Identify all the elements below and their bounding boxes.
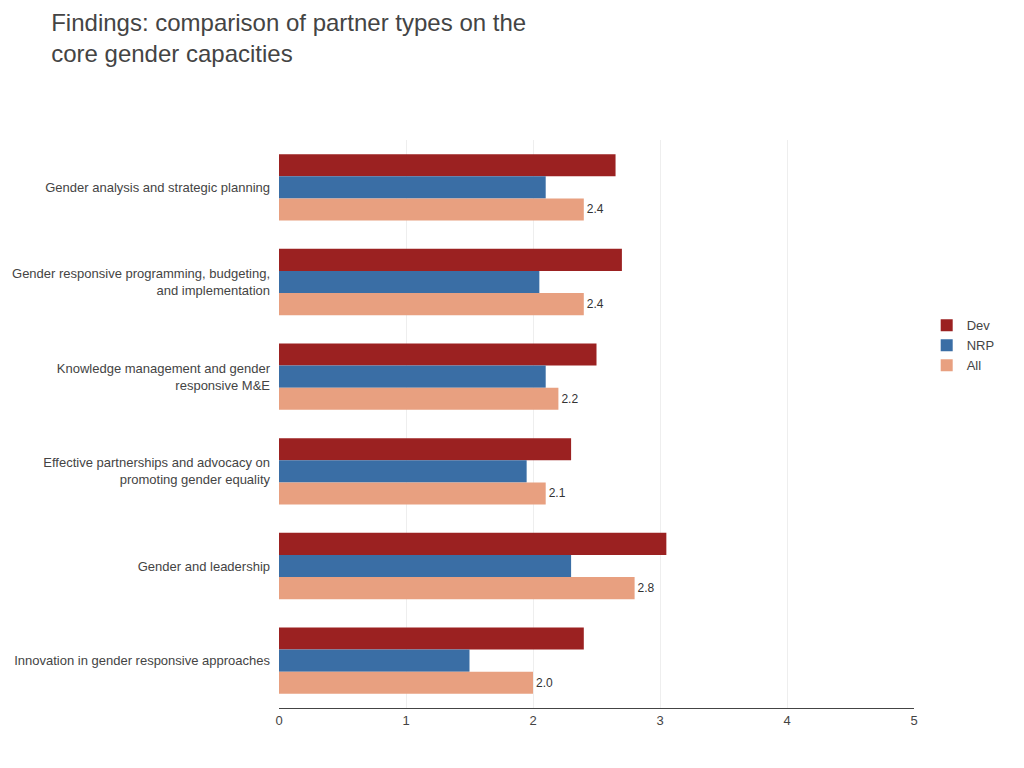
svg-text:1: 1	[402, 713, 409, 728]
svg-text:4: 4	[783, 713, 790, 728]
svg-text:Gender and leadership: Gender and leadership	[138, 559, 270, 574]
svg-text:Findings: comparison of partne: Findings: comparison of partner types on…	[51, 9, 526, 67]
svg-text:2.4: 2.4	[587, 202, 604, 216]
svg-text:All: All	[967, 358, 982, 373]
svg-text:2.0: 2.0	[536, 676, 553, 690]
svg-text:0: 0	[275, 713, 282, 728]
svg-text:Innovation in gender responsiv: Innovation in gender responsive approach…	[14, 653, 270, 668]
svg-text:Gender analysis and strategic: Gender analysis and strategic planning	[45, 180, 270, 195]
svg-text:3: 3	[656, 713, 663, 728]
svg-text:2.1: 2.1	[549, 486, 566, 500]
svg-text:2.8: 2.8	[638, 581, 655, 595]
svg-text:2: 2	[529, 713, 536, 728]
svg-text:5: 5	[910, 713, 917, 728]
svg-text:Dev: Dev	[967, 318, 991, 333]
svg-text:2.4: 2.4	[587, 297, 604, 311]
svg-text:NRP: NRP	[967, 338, 994, 353]
svg-text:Gender responsive programming,: Gender responsive programming, budgeting…	[12, 266, 270, 298]
svg-text:Knowledge management and gende: Knowledge management and genderresponsiv…	[57, 361, 271, 393]
svg-text:2.2: 2.2	[561, 392, 578, 406]
svg-text:Effective partnerships and adv: Effective partnerships and advocacy onpr…	[43, 455, 270, 487]
